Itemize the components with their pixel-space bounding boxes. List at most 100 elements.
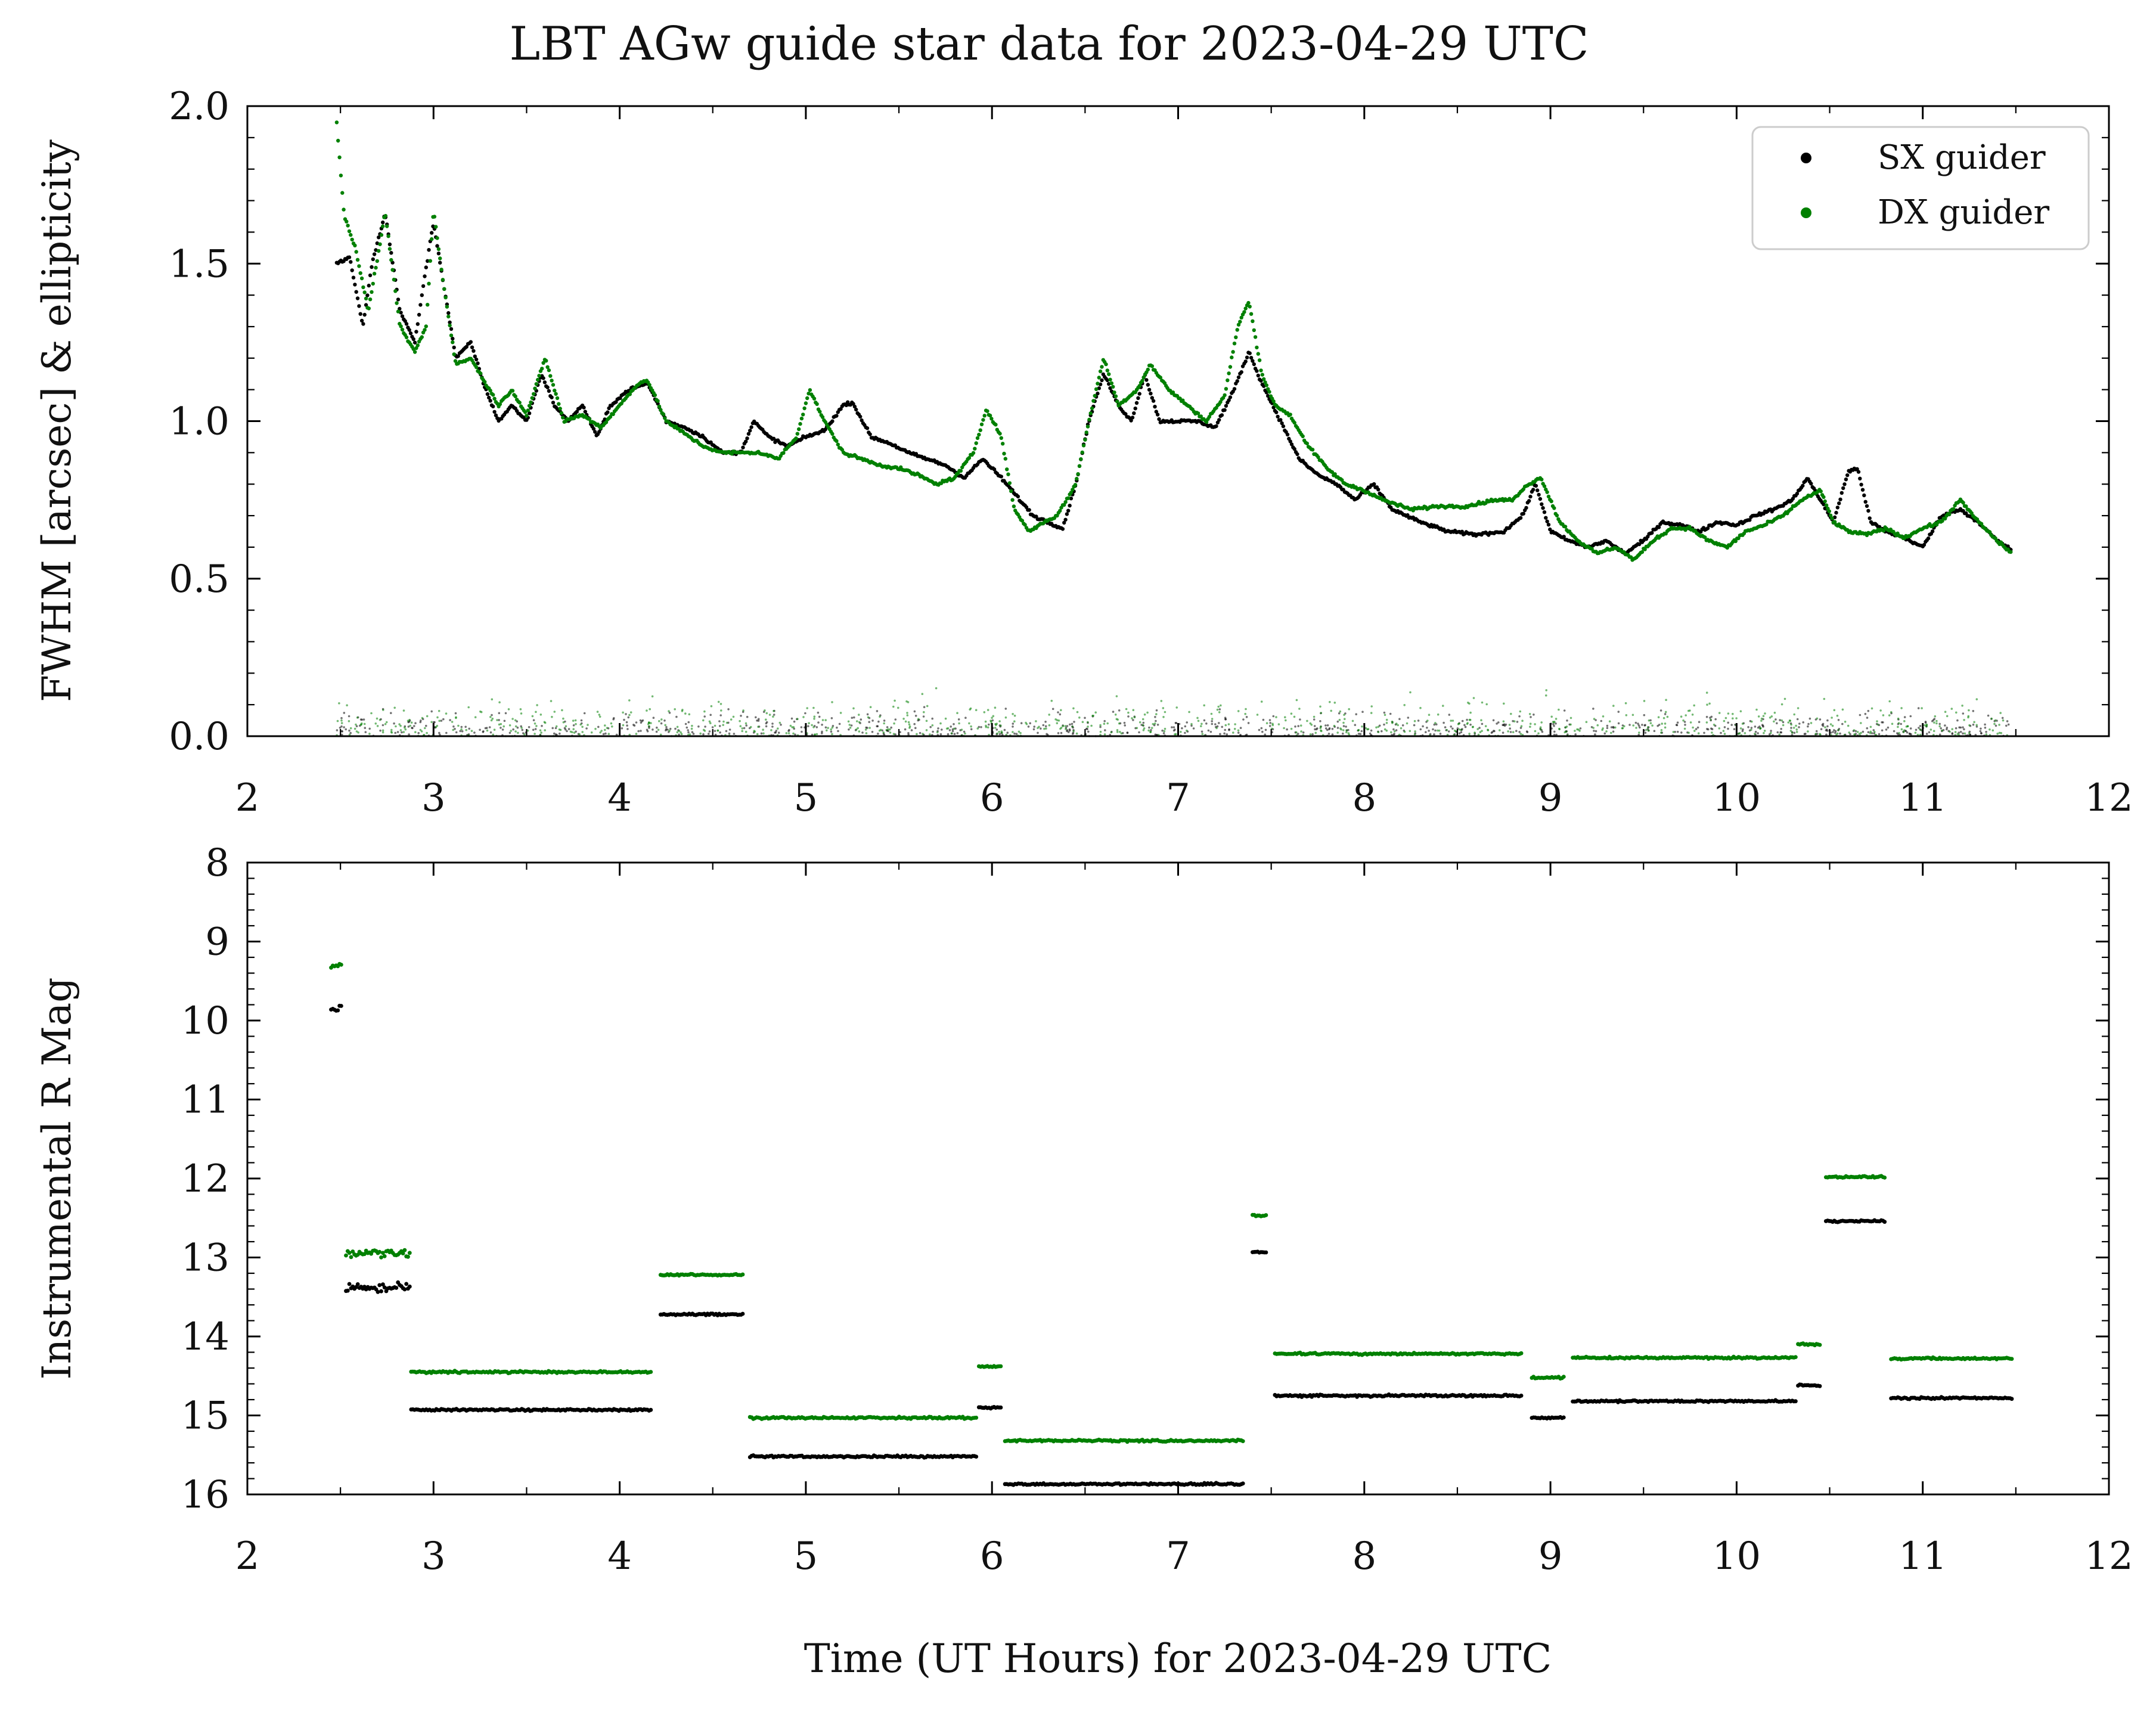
x-tick-label: 2 bbox=[235, 776, 260, 820]
ellipticity-point bbox=[1059, 713, 1062, 716]
fwhm-point bbox=[1149, 392, 1153, 396]
ellipticity-point bbox=[1290, 712, 1293, 715]
fwhm-point bbox=[1069, 491, 1074, 495]
ellipticity-point bbox=[1226, 733, 1228, 736]
fwhm-point bbox=[1703, 535, 1707, 539]
ellipticity-point bbox=[498, 719, 500, 721]
ellipticity-point bbox=[1348, 708, 1350, 711]
ellipticity-point bbox=[1059, 727, 1062, 730]
ellipticity-point bbox=[340, 725, 343, 728]
ellipticity-point bbox=[1994, 724, 1997, 727]
fwhm-point bbox=[375, 259, 379, 263]
fwhm-point bbox=[555, 396, 560, 401]
ellipticity-point bbox=[1553, 725, 1555, 727]
ellipticity-point bbox=[1574, 733, 1577, 736]
ellipticity-point bbox=[498, 701, 501, 703]
ellipticity-point bbox=[1476, 728, 1479, 730]
ellipticity-point bbox=[1990, 717, 1993, 720]
ellipticity-point bbox=[1188, 711, 1190, 714]
ellipticity-point bbox=[1533, 714, 1535, 716]
ellipticity-point bbox=[1770, 730, 1772, 732]
fwhm-point bbox=[1066, 496, 1071, 500]
ellipticity-point bbox=[1401, 724, 1404, 727]
fwhm-point bbox=[548, 374, 553, 378]
ellipticity-point bbox=[1814, 733, 1817, 735]
ellipticity-point bbox=[1370, 712, 1373, 714]
ellipticity-point bbox=[1286, 728, 1288, 731]
ellipticity-point bbox=[1342, 732, 1344, 735]
ellipticity-point bbox=[1155, 709, 1158, 712]
fwhm-point bbox=[1310, 448, 1315, 452]
fwhm-point bbox=[383, 213, 388, 218]
ellipticity-point bbox=[885, 728, 888, 731]
ellipticity-point bbox=[1461, 719, 1464, 722]
ellipticity-point bbox=[1803, 733, 1806, 736]
ellipticity-point bbox=[360, 723, 362, 726]
fwhm-point bbox=[854, 407, 858, 412]
ellipticity-point bbox=[1600, 719, 1603, 722]
ellipticity-point bbox=[439, 733, 441, 736]
ellipticity-point bbox=[708, 733, 710, 735]
fwhm-point bbox=[1224, 404, 1229, 408]
ellipticity-point bbox=[921, 693, 924, 695]
ellipticity-point bbox=[1653, 730, 1656, 733]
ellipticity-point bbox=[652, 717, 655, 719]
ellipticity-point bbox=[1403, 704, 1406, 706]
ellipticity-point bbox=[1643, 714, 1646, 717]
ellipticity-point bbox=[665, 726, 668, 728]
fwhm-point bbox=[448, 320, 452, 324]
ellipticity-point bbox=[1439, 733, 1442, 735]
ellipticity-point bbox=[1909, 715, 1912, 718]
ellipticity-point bbox=[852, 707, 855, 710]
fwhm-point bbox=[802, 406, 806, 411]
ellipticity-point bbox=[626, 728, 629, 730]
ellipticity-point bbox=[743, 727, 746, 730]
ellipticity-point bbox=[1012, 731, 1014, 733]
ellipticity-point bbox=[756, 733, 759, 736]
ellipticity-point bbox=[904, 728, 907, 731]
ellipticity-point bbox=[1013, 720, 1016, 722]
y-tick-label: 1.5 bbox=[169, 242, 229, 286]
ellipticity-point bbox=[1503, 723, 1506, 725]
ellipticity-point bbox=[824, 726, 827, 729]
ellipticity-point bbox=[913, 710, 916, 713]
fwhm-point bbox=[414, 330, 418, 334]
ellipticity-point bbox=[1593, 730, 1595, 732]
ellipticity-point bbox=[702, 733, 705, 736]
ellipticity-point bbox=[482, 731, 485, 733]
ellipticity-point bbox=[757, 719, 760, 722]
fwhm-point bbox=[367, 283, 371, 288]
ellipticity-point bbox=[688, 733, 691, 736]
fwhm-point bbox=[746, 432, 751, 436]
ellipticity-point bbox=[384, 722, 387, 725]
ellipticity-point bbox=[535, 711, 537, 714]
fwhm-point bbox=[745, 436, 749, 441]
fwhm-data-layer bbox=[334, 120, 2013, 737]
ellipticity-point bbox=[1528, 713, 1531, 715]
ellipticity-point bbox=[394, 731, 396, 734]
fwhm-point bbox=[529, 400, 533, 405]
ellipticity-point bbox=[625, 713, 627, 715]
ellipticity-point bbox=[660, 722, 663, 725]
ellipticity-point bbox=[1048, 724, 1051, 727]
ellipticity-point bbox=[1035, 720, 1037, 722]
ellipticity-point bbox=[1723, 719, 1726, 722]
fwhm-point bbox=[1097, 376, 1102, 380]
ellipticity-point bbox=[611, 725, 613, 728]
ellipticity-point bbox=[906, 712, 908, 714]
ellipticity-point bbox=[1594, 733, 1596, 736]
ellipticity-point bbox=[1968, 724, 1971, 727]
ellipticity-point bbox=[490, 719, 493, 722]
fwhm-point bbox=[835, 414, 839, 418]
ellipticity-point bbox=[948, 729, 951, 731]
ellipticity-point bbox=[1075, 732, 1078, 735]
fwhm-point bbox=[1279, 418, 1283, 422]
ellipticity-point bbox=[1541, 730, 1544, 733]
ellipticity-point bbox=[676, 725, 679, 728]
ellipticity-point bbox=[1578, 730, 1581, 732]
fwhm-point bbox=[1242, 310, 1246, 314]
ellipticity-point bbox=[703, 715, 706, 718]
ellipticity-point bbox=[716, 729, 719, 732]
fwhm-point bbox=[583, 410, 587, 414]
fwhm-point bbox=[1280, 421, 1284, 426]
